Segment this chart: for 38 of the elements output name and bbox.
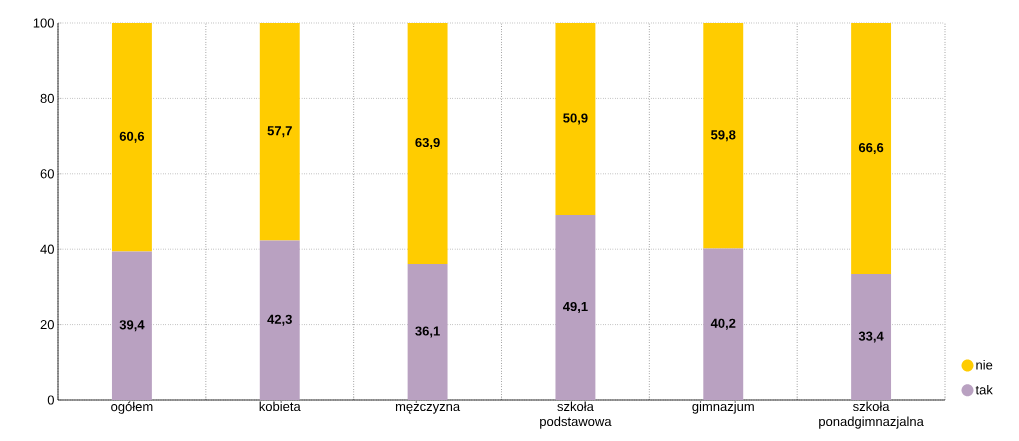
data-label: 50,9	[563, 113, 588, 125]
x-tick-label: gimnazjum	[692, 401, 754, 414]
bar	[851, 23, 892, 275]
data-label: 59,8	[711, 130, 736, 142]
y-tick-label: 60	[40, 169, 54, 179]
y-tick-label: 20	[40, 320, 54, 330]
bar	[111, 251, 152, 400]
bar	[407, 263, 448, 400]
y-tick-label: 80	[40, 93, 54, 103]
x-tick-label: szkoła ponadgimnazjalna	[819, 401, 924, 429]
x-tick-label: mężczyzna	[395, 401, 461, 414]
x-tick-label: ogółem	[111, 401, 153, 414]
legend-label: tak	[975, 384, 993, 395]
bar	[703, 248, 744, 400]
data-label: 63,9	[415, 137, 440, 149]
x-tick-label: kobieta	[259, 401, 301, 412]
bar	[851, 274, 892, 400]
data-label: 66,6	[858, 142, 884, 155]
x-tick-label: szkoła podstawowa	[540, 401, 612, 429]
y-tick-label: 100	[33, 18, 54, 28]
y-tick-label: 0	[47, 395, 54, 405]
data-label: 57,7	[267, 126, 292, 138]
legend-label: nie	[976, 360, 993, 370]
data-label: 36,1	[415, 326, 440, 338]
bar	[555, 23, 596, 215]
bar	[555, 214, 596, 400]
data-label: 42,3	[267, 314, 292, 326]
bar	[111, 23, 152, 252]
bar	[703, 23, 744, 249]
bar	[259, 240, 300, 400]
data-label: 60,6	[119, 131, 145, 143]
bar	[259, 23, 300, 241]
data-label: 49,1	[562, 301, 588, 313]
y-tick-label: 40	[40, 244, 54, 254]
bar	[407, 23, 448, 264]
data-label: 40,2	[710, 318, 736, 330]
data-label: 33,4	[858, 331, 884, 343]
data-label: 39,4	[119, 320, 145, 332]
